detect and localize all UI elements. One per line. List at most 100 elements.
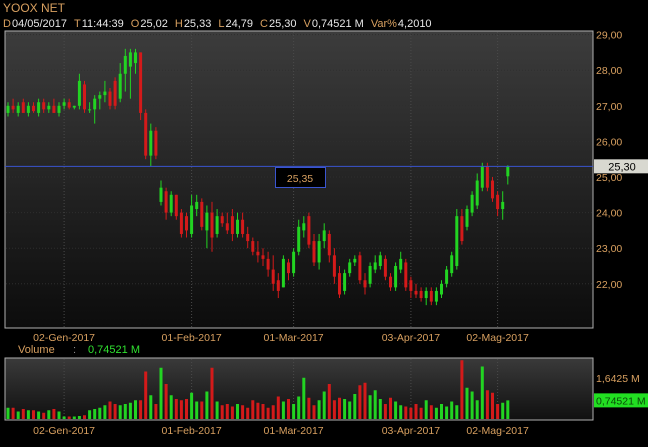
candle-body: [47, 105, 51, 110]
cursor-price-label: 25,35: [287, 173, 313, 185]
volume-bar: [383, 404, 387, 419]
info-key: T: [74, 18, 81, 30]
candle-body: [399, 258, 403, 270]
candle-body: [353, 258, 357, 263]
volume-bar: [358, 385, 362, 419]
volume-bar: [434, 407, 438, 419]
candle-body: [378, 255, 382, 266]
candle-body: [338, 273, 341, 295]
candle-body: [302, 223, 306, 231]
volume-bar: [52, 409, 56, 419]
candle-body: [261, 255, 265, 259]
volume-bar: [139, 400, 143, 419]
candle-body: [322, 230, 326, 242]
price-tick-label: 27,00: [596, 101, 622, 113]
last-price-badge: [594, 159, 648, 174]
volume-value: 0,74521 M: [88, 344, 140, 356]
candle-body: [501, 201, 505, 210]
info-key: O: [130, 18, 140, 30]
last-volume-badge: [594, 393, 648, 408]
volume-bar: [16, 411, 20, 419]
candle-body: [266, 258, 270, 270]
quote-info-bar: D04/05/2017 T11:44:39 O25,02 H25,33 L24,79 C2…: [3, 18, 439, 30]
volume-bar: [485, 390, 489, 419]
candle-body: [287, 262, 290, 274]
volume-bar: [220, 405, 224, 419]
volume-bar: [261, 404, 265, 419]
volume-bar: [215, 401, 219, 419]
volume-bar: [62, 416, 66, 419]
volume-bar: [6, 407, 10, 419]
volume-bar: [37, 411, 41, 419]
candle-body: [256, 251, 260, 256]
volume-bar: [445, 406, 449, 419]
volume-bar: [338, 397, 341, 419]
volume-bar: [190, 392, 194, 419]
candle-body: [348, 262, 352, 274]
volume-bar: [317, 400, 321, 419]
info-key: V: [303, 18, 311, 30]
candle-body: [225, 223, 229, 231]
last-price-label: 25,30: [608, 161, 636, 173]
volume-bar: [185, 399, 188, 419]
last-volume-label: 0,74521 M: [596, 395, 646, 407]
price-tick-label: 24,00: [596, 208, 622, 220]
candle-body: [460, 216, 464, 242]
candle-body: [72, 105, 76, 108]
volume-bar: [491, 392, 494, 419]
candle-body: [174, 194, 178, 217]
volume-bar: [123, 404, 127, 419]
volume-bar: [276, 396, 280, 419]
price-tick-label: 25,00: [596, 172, 622, 184]
volume-tick-label: 1,6425 M: [596, 373, 640, 385]
volume-bar: [404, 406, 408, 419]
candle-body: [26, 105, 30, 113]
candle-body: [394, 266, 398, 288]
price-tick-label: 22,00: [596, 279, 622, 291]
candle-body: [506, 166, 510, 177]
candle-body: [62, 102, 66, 106]
candle-body: [16, 105, 20, 113]
candle-body: [164, 191, 168, 213]
candle-body: [6, 105, 10, 113]
candle-body: [139, 52, 143, 113]
info-value: 11:44:39: [81, 18, 124, 30]
volume-date-label: 03-Apr-2017: [382, 425, 441, 437]
volume-bar: [266, 407, 270, 419]
candle-body: [57, 105, 61, 113]
candle-body: [251, 241, 255, 252]
candle-body: [185, 216, 188, 231]
volume-bar: [83, 415, 86, 419]
candle-body: [241, 219, 245, 234]
candle-body: [67, 102, 71, 108]
candle-body: [98, 95, 102, 99]
volume-date-label: 01-Mar-2017: [264, 425, 324, 437]
volume-bar: [32, 410, 35, 419]
candle-body: [230, 216, 234, 234]
candle-body: [118, 73, 122, 99]
candle-body: [434, 290, 438, 302]
volume-bar: [67, 416, 71, 419]
candle-body: [32, 105, 35, 112]
volume-bar: [225, 404, 229, 419]
volume-bar: [343, 399, 347, 419]
price-date-label: 02-Mag-2017: [466, 332, 529, 344]
volume-bar: [460, 360, 464, 419]
info-value: 25,30: [268, 18, 297, 30]
candle-body: [128, 52, 132, 67]
candle-body: [179, 212, 183, 234]
volume-bar: [429, 405, 433, 419]
candle-body: [414, 290, 418, 295]
candle-body: [236, 219, 239, 234]
price-date-label: 02-Gen-2017: [33, 332, 95, 344]
volume-date-label: 02-Mag-2017: [466, 425, 529, 437]
volume-bar: [271, 405, 275, 419]
info-value: 0,74521 M: [311, 18, 364, 30]
volume-bar: [210, 367, 214, 419]
volume-bar: [394, 401, 398, 419]
candle-body: [297, 226, 301, 252]
volume-bar: [332, 400, 336, 419]
volume-bar: [399, 405, 403, 419]
candle-body: [88, 109, 92, 111]
